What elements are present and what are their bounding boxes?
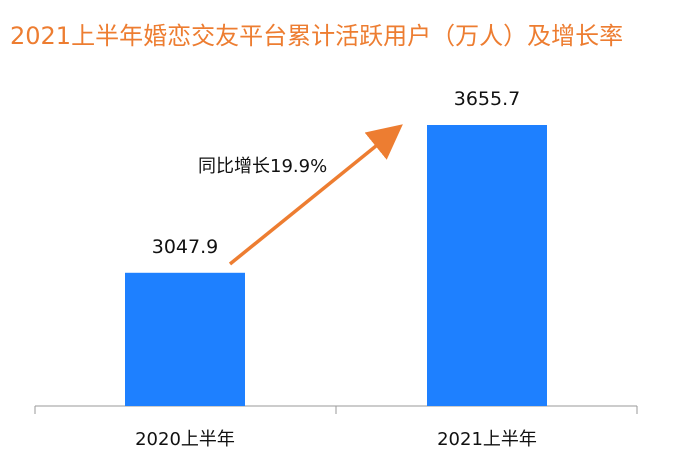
category-label-2021-h1: 2021上半年 (437, 429, 537, 450)
chart-title: 2021上半年婚恋交友平台累计活跃用户（万人）及增长率 (10, 22, 624, 50)
category-label-2020-h1: 2020上半年 (135, 429, 235, 450)
bar-2021-h1 (427, 125, 547, 406)
growth-annotation: 同比增长19.9% (198, 156, 327, 177)
value-label-2021-h1: 3655.7 (454, 88, 520, 110)
growth-arrow (228, 124, 403, 266)
value-label-2020-h1: 3047.9 (152, 236, 218, 258)
bar-2020-h1 (125, 272, 245, 406)
